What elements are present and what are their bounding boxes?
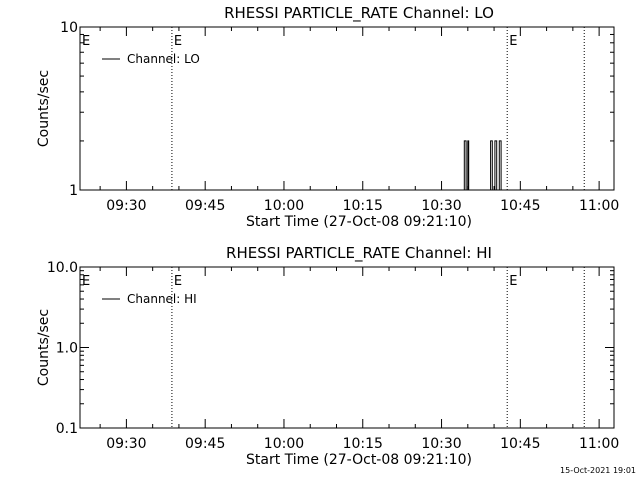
chart1-y-tick-label: 10 bbox=[60, 20, 78, 36]
chart1-x-tick-label: 10:30 bbox=[421, 198, 461, 214]
chart1-title: RHESSI PARTICLE_RATE Channel: LO bbox=[224, 4, 494, 23]
chart1-x-tick-label: 10:45 bbox=[500, 198, 540, 214]
chart1-series-line bbox=[463, 140, 502, 191]
chart1-x-tick-label: 10:00 bbox=[264, 198, 304, 214]
chart2-x-tick-label: 10:00 bbox=[264, 436, 304, 452]
chart2-title: RHESSI PARTICLE_RATE Channel: HI bbox=[226, 244, 492, 263]
chart1-edge-marker-label: E bbox=[82, 34, 90, 49]
chart1-legend-label: Channel: LO bbox=[127, 52, 200, 66]
chart2-x-tick-label: 10:30 bbox=[421, 436, 461, 452]
chart1-x-tick-label: 09:45 bbox=[185, 198, 225, 214]
chart2-x-tick-label: 11:00 bbox=[579, 436, 619, 452]
chart1-event-marker-label: E bbox=[174, 34, 182, 49]
chart2-event-marker-label: E bbox=[174, 274, 182, 289]
chart1-plot-frame bbox=[79, 26, 615, 191]
chart2-x-tick-label: 10:15 bbox=[343, 436, 383, 452]
chart2-legend-label: Channel: HI bbox=[127, 292, 197, 306]
chart1-y-axis-label: Counts/sec bbox=[36, 70, 52, 147]
chart1-event-marker-label: E bbox=[509, 34, 517, 49]
chart2-y-tick-label: 10.0 bbox=[47, 260, 78, 276]
chart2-x-tick-label: 09:30 bbox=[106, 436, 146, 452]
chart2-x-tick-label: 10:45 bbox=[500, 436, 540, 452]
chart1-y-tick-label: 1 bbox=[69, 183, 78, 199]
chart2-y-tick-label: 0.1 bbox=[56, 421, 78, 437]
chart2-event-marker-label: E bbox=[509, 274, 517, 289]
chart1-x-axis-label: Start Time (27-Oct-08 09:21:10) bbox=[246, 214, 472, 230]
chart2-x-axis-label: Start Time (27-Oct-08 09:21:10) bbox=[246, 452, 472, 468]
chart2-y-axis-label: Counts/sec bbox=[36, 309, 52, 386]
chart1-x-tick-label: 10:15 bbox=[343, 198, 383, 214]
chart1-x-tick-label: 11:00 bbox=[579, 198, 619, 214]
chart1-x-tick-label: 09:30 bbox=[106, 198, 146, 214]
footer-timestamp: 15-Oct-2021 19:01 bbox=[560, 466, 636, 475]
chart2-y-tick-label: 1.0 bbox=[56, 341, 78, 357]
chart2-x-tick-label: 09:45 bbox=[185, 436, 225, 452]
chart2-edge-marker-label: E bbox=[82, 274, 90, 289]
